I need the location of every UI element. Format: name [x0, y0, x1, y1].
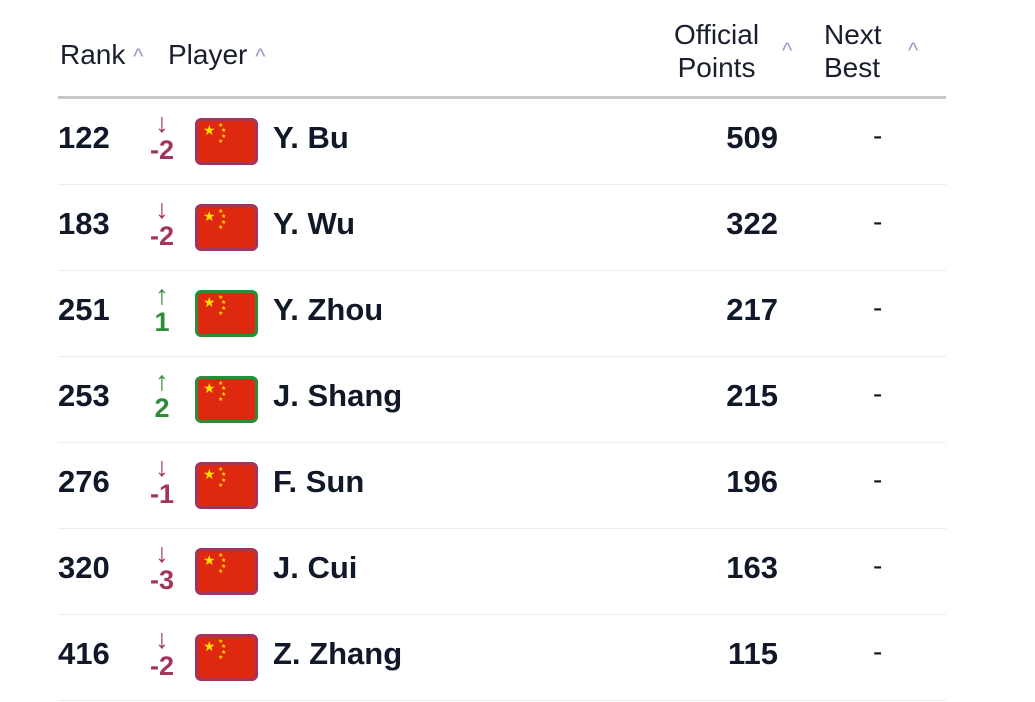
- next-header-line1: Next: [824, 19, 882, 50]
- rank-header-label: Rank: [60, 39, 126, 70]
- china-flag-icon: ★ ★ ★ ★ ★: [195, 462, 258, 509]
- official-points: 163: [726, 550, 778, 585]
- rank: 251: [58, 292, 110, 327]
- rank-movement: ↓ -1: [146, 454, 178, 508]
- next-best: -: [873, 550, 883, 581]
- movement-value: -3: [149, 565, 174, 595]
- next-header-line2: Best: [824, 52, 881, 83]
- chevron-up-icon[interactable]: ^: [133, 44, 144, 69]
- movement-value: -1: [149, 479, 174, 509]
- official-points: 215: [726, 378, 778, 413]
- arrow-down-icon: ↓: [155, 538, 169, 568]
- arrow-up-icon: ↑: [155, 366, 169, 396]
- official-points: 509: [726, 120, 778, 155]
- rank-movement: ↓ -3: [146, 540, 178, 594]
- movement-value: 2: [154, 393, 170, 423]
- rank: 320: [58, 550, 110, 585]
- next-best-header[interactable]: Next Best: [824, 18, 882, 84]
- table-header: Rank ^ Player ^ Official Points ^ Next Bes…: [58, 0, 946, 99]
- chevron-up-icon[interactable]: ^: [908, 38, 919, 63]
- arrow-down-icon: ↓: [155, 108, 169, 138]
- player-name[interactable]: F. Sun: [273, 464, 365, 499]
- rank-movement: ↑ 1: [146, 282, 178, 336]
- rank-header[interactable]: Rank ^: [60, 38, 143, 73]
- table-row[interactable]: 253 ↑ 2 ★ ★ ★ ★ ★ J. Shang 215 -: [58, 356, 946, 443]
- official-points: 196: [726, 464, 778, 499]
- rank-movement: ↓ -2: [146, 196, 178, 250]
- next-best: -: [873, 464, 883, 495]
- arrow-down-icon: ↓: [155, 624, 169, 654]
- movement-value: -2: [149, 651, 174, 681]
- rank: 276: [58, 464, 110, 499]
- arrow-down-icon: ↓: [155, 452, 169, 482]
- player-header[interactable]: Player ^: [168, 38, 265, 73]
- rank: 416: [58, 636, 110, 671]
- table-row[interactable]: 122 ↓ -2 ★ ★ ★ ★ ★ Y. Bu 509 -: [58, 98, 946, 185]
- arrow-down-icon: ↓: [155, 194, 169, 224]
- movement-value: -2: [149, 135, 174, 165]
- player-name[interactable]: Y. Wu: [273, 206, 356, 241]
- player-name[interactable]: Y. Zhou: [273, 292, 384, 327]
- china-flag-icon: ★ ★ ★ ★ ★: [195, 548, 258, 595]
- table-row[interactable]: 320 ↓ -3 ★ ★ ★ ★ ★ J. Cui 163 -: [58, 528, 946, 615]
- china-flag-icon: ★ ★ ★ ★ ★: [195, 634, 258, 681]
- chevron-up-icon[interactable]: ^: [255, 44, 266, 69]
- movement-value: 1: [154, 307, 170, 337]
- movement-value: -2: [149, 221, 174, 251]
- points-header-line2: Points: [677, 52, 756, 83]
- player-name[interactable]: Z. Zhang: [273, 636, 403, 671]
- arrow-up-icon: ↑: [155, 280, 169, 310]
- rank-movement: ↑ 2: [146, 368, 178, 422]
- table-row[interactable]: 276 ↓ -1 ★ ★ ★ ★ ★ F. Sun 196 -: [58, 442, 946, 529]
- official-points: 217: [726, 292, 778, 327]
- player-name[interactable]: Y. Bu: [273, 120, 349, 155]
- chevron-up-icon[interactable]: ^: [782, 38, 793, 63]
- player-header-label: Player: [168, 39, 248, 70]
- table-row[interactable]: 183 ↓ -2 ★ ★ ★ ★ ★ Y. Wu 322 -: [58, 184, 946, 271]
- next-best: -: [873, 120, 883, 151]
- rank-movement: ↓ -2: [146, 626, 178, 680]
- rank: 183: [58, 206, 110, 241]
- official-points: 322: [726, 206, 778, 241]
- official-points: 115: [727, 636, 778, 671]
- next-best: -: [873, 378, 883, 409]
- china-flag-icon: ★ ★ ★ ★ ★: [195, 376, 258, 423]
- table-row[interactable]: 416 ↓ -2 ★ ★ ★ ★ ★ Z. Zhang 115 -: [58, 614, 946, 701]
- next-best: -: [873, 206, 883, 237]
- next-best: -: [873, 636, 883, 667]
- player-name[interactable]: J. Cui: [273, 550, 358, 585]
- china-flag-icon: ★ ★ ★ ★ ★: [195, 204, 258, 251]
- china-flag-icon: ★ ★ ★ ★ ★: [195, 290, 258, 337]
- rank-movement: ↓ -2: [146, 110, 178, 164]
- china-flag-icon: ★ ★ ★ ★ ★: [195, 118, 258, 165]
- rank: 253: [58, 378, 110, 413]
- table-row[interactable]: 251 ↑ 1 ★ ★ ★ ★ ★ Y. Zhou 217 -: [58, 270, 946, 357]
- next-best: -: [873, 292, 883, 323]
- rank: 122: [58, 120, 110, 155]
- points-header[interactable]: Official Points: [674, 18, 759, 84]
- player-name[interactable]: J. Shang: [273, 378, 403, 413]
- points-header-line1: Official: [674, 19, 760, 50]
